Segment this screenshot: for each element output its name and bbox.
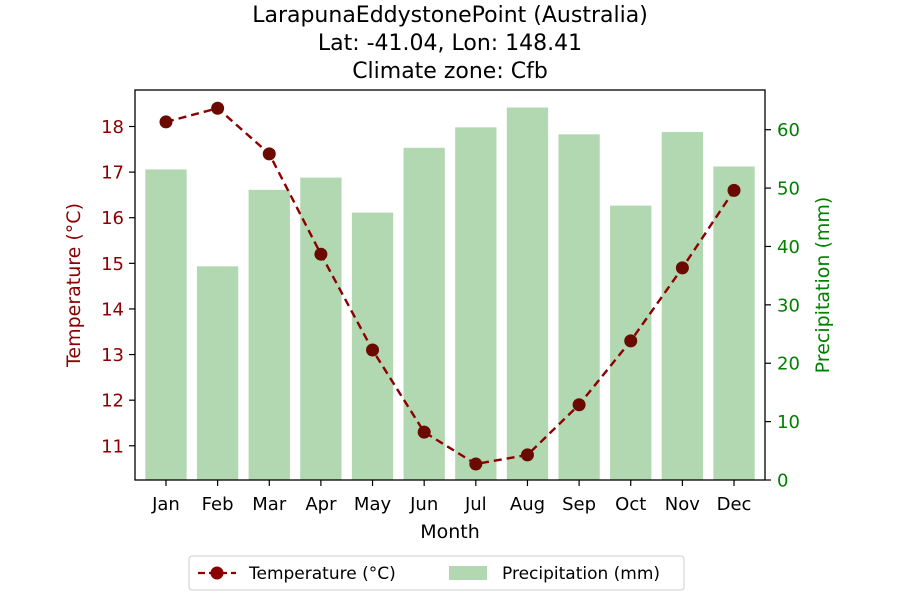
month-axis: Jan Feb Mar Apr May Jun Jul Aug Sep Oct Nov Dec <box>151 480 751 515</box>
legend: Temperature (°C) Precipitation (mm) <box>188 555 685 591</box>
month-tick-label: May <box>354 494 392 515</box>
temperature-tick-label: 14 <box>101 299 124 320</box>
precipitation-bar-feb <box>196 266 239 480</box>
temperature-tick-label: 13 <box>101 345 124 366</box>
month-tick-label: Feb <box>202 494 234 515</box>
legend-precipitation-swatch <box>449 566 487 580</box>
month-tick-label: Sep <box>562 494 596 515</box>
precipitation-bar-apr <box>300 177 342 481</box>
precipitation-bar-aug <box>506 107 549 481</box>
precipitation-axis: 0 10 20 30 40 50 60 <box>765 120 800 492</box>
month-tick-label: Jul <box>464 494 487 515</box>
temperature-point-jul <box>469 457 483 471</box>
temperature-tick-label: 15 <box>101 254 124 275</box>
temperature-point-apr <box>314 247 328 261</box>
month-tick-label: Jan <box>151 494 180 515</box>
precipitation-bar-jul <box>455 127 497 481</box>
title-line-2: Lat: -41.04, Lon: 148.41 <box>318 31 582 56</box>
precipitation-tick-label: 0 <box>777 471 788 492</box>
temperature-tick-label: 16 <box>101 208 124 229</box>
title-line-1: LarapunaEddystonePoint (Australia) <box>252 3 648 28</box>
month-tick-label: Jun <box>409 494 438 515</box>
plot-area-frame <box>134 89 766 481</box>
legend-temperature-label: Temperature (°C) <box>248 564 396 584</box>
temperature-axis-label: Temperature (°C) <box>63 203 85 368</box>
month-tick-label: Aug <box>510 494 545 515</box>
precipitation-bar-jan <box>145 169 187 481</box>
precipitation-bar-jun <box>403 147 445 480</box>
precipitation-bar-nov <box>661 132 704 480</box>
temperature-axis: 11 12 13 14 15 16 17 18 <box>101 117 135 457</box>
month-tick-label: Mar <box>252 494 287 515</box>
legend-temperature-marker <box>210 566 224 580</box>
month-tick-label: Oct <box>615 494 646 515</box>
temperature-point-feb <box>211 101 225 115</box>
month-tick-label: Dec <box>717 494 752 515</box>
title-line-3: Climate zone: Cfb <box>352 59 548 84</box>
precipitation-tick-label: 40 <box>777 237 800 258</box>
temperature-point-jun <box>417 425 431 439</box>
temperature-point-aug <box>520 448 534 462</box>
precipitation-bars <box>145 107 755 481</box>
precipitation-bar-sep <box>558 134 600 480</box>
temperature-tick-label: 11 <box>101 436 124 457</box>
precipitation-tick-label: 20 <box>777 354 800 375</box>
temperature-point-jan <box>159 115 173 129</box>
precipitation-bar-dec <box>713 166 755 480</box>
temperature-series-line <box>165 106 736 466</box>
precipitation-tick-label: 30 <box>777 295 800 316</box>
temperature-point-dec <box>727 183 741 197</box>
precipitation-tick-label: 50 <box>777 179 800 200</box>
temperature-point-mar <box>262 147 276 161</box>
precipitation-tick-label: 10 <box>777 412 800 433</box>
legend-precipitation-label: Precipitation (mm) <box>502 564 660 584</box>
precipitation-tick-label: 60 <box>777 120 800 141</box>
x-axis-label: Month <box>420 521 480 543</box>
legend-frame <box>188 555 685 591</box>
temperature-point-may <box>366 343 380 357</box>
precipitation-axis-label: Precipitation (mm) <box>812 197 834 374</box>
temperature-tick-label: 12 <box>101 391 124 412</box>
month-tick-label: Nov <box>665 494 700 515</box>
temperature-tick-label: 18 <box>101 117 124 138</box>
temperature-line <box>159 101 741 471</box>
month-tick-label: Apr <box>305 494 337 515</box>
temperature-tick-label: 17 <box>101 163 124 184</box>
chart-title: LarapunaEddystonePoint (Australia) Lat: … <box>252 3 648 84</box>
precipitation-bar-mar <box>248 189 290 480</box>
temperature-point-nov <box>675 261 689 275</box>
temperature-point-sep <box>572 398 586 412</box>
temperature-point-oct <box>624 334 638 348</box>
